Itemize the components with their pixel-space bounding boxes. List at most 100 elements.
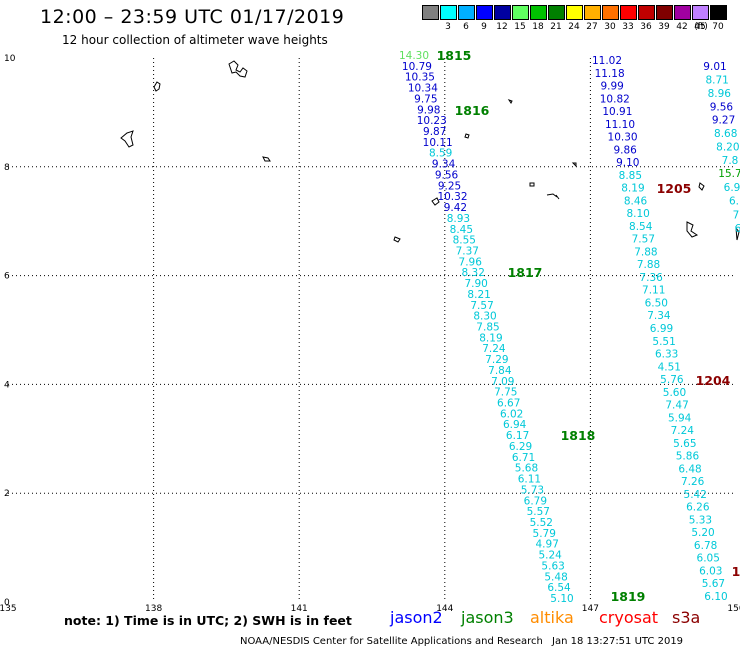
wave-height-value: 10.11 bbox=[423, 137, 453, 149]
wave-height-value: 10.23 bbox=[417, 115, 447, 127]
x-tick-label: 141 bbox=[291, 604, 308, 614]
legend-value: 39 bbox=[658, 22, 670, 32]
legend-value: 6 bbox=[463, 22, 469, 32]
pass-label: 1819 bbox=[611, 589, 646, 604]
wave-height-value: 7.85 bbox=[476, 322, 499, 334]
wave-height-value: 10.30 bbox=[608, 132, 638, 144]
wave-height-value: 9.27 bbox=[712, 115, 735, 127]
wave-height-value: 9.34 bbox=[432, 159, 456, 171]
satellite-name-jason2: jason2 bbox=[390, 608, 443, 627]
wave-height-value: 14.30 bbox=[399, 50, 429, 62]
wave-height-value: 5.65 bbox=[673, 438, 696, 450]
island-outline bbox=[120, 130, 134, 148]
pass-label: 1815 bbox=[437, 48, 472, 63]
wave-height-value: 6.05 bbox=[697, 553, 720, 565]
wave-height-value: 5.57 bbox=[527, 506, 550, 518]
wave-height-value: 7.24 bbox=[482, 343, 506, 355]
legend-value: 24 bbox=[568, 22, 580, 32]
legend-value: 42 bbox=[676, 22, 688, 32]
y-tick-label: 8 bbox=[4, 163, 10, 173]
wave-height-value: 6.94 bbox=[503, 419, 527, 431]
legend-swatch bbox=[566, 5, 583, 20]
island-outline bbox=[228, 60, 248, 78]
wave-height-value: 6.11 bbox=[518, 474, 541, 486]
legend-value: 18 bbox=[532, 22, 544, 32]
legend-swatch bbox=[530, 5, 547, 20]
wave-height-value: 5.20 bbox=[691, 527, 714, 539]
legend-swatch bbox=[710, 5, 727, 20]
satellite-name-jason3: jason3 bbox=[461, 608, 514, 627]
wave-height-value: 8.59 bbox=[429, 148, 452, 160]
legend-unit: (ft) bbox=[694, 22, 708, 32]
wave-height-value: 7.09 bbox=[491, 376, 514, 388]
wave-height-value: 7.47 bbox=[665, 400, 688, 412]
wave-height-value: 6.17 bbox=[506, 430, 529, 442]
wave-height-value: 8.19 bbox=[479, 332, 502, 344]
pass-label: 1205 bbox=[657, 181, 692, 196]
wave-height-value: 9.75 bbox=[414, 93, 437, 105]
wave-height-value: 8.68 bbox=[714, 128, 737, 140]
legend-swatch bbox=[656, 5, 673, 20]
legend-value: 12 bbox=[496, 22, 508, 32]
legend-swatch bbox=[674, 5, 691, 20]
wave-height-value: 7.88 bbox=[637, 259, 660, 271]
wave-height-value: 9.87 bbox=[423, 126, 446, 138]
wave-height-value: 7.24 bbox=[671, 425, 695, 437]
wave-height-value: 6.03 bbox=[699, 565, 722, 577]
wave-height-value: 10.35 bbox=[405, 72, 435, 84]
wave-height-value: 5.24 bbox=[538, 550, 562, 562]
legend-value: 70 bbox=[712, 22, 724, 32]
x-tick-label: 150 bbox=[727, 604, 740, 614]
wave-height-value: 11.02 bbox=[592, 55, 622, 67]
legend-swatch bbox=[584, 5, 601, 20]
wave-height-value: 9.10 bbox=[616, 157, 639, 169]
wave-height-value: 7.37 bbox=[456, 245, 479, 257]
wave-height-value: 7.11 bbox=[642, 285, 665, 297]
legend-swatch bbox=[620, 5, 637, 20]
island-outline bbox=[507, 99, 513, 104]
pass-label: 1204 bbox=[696, 373, 731, 388]
wave-height-value: 5.33 bbox=[689, 514, 712, 526]
wave-height-value: 7.88 bbox=[634, 246, 657, 258]
legend-swatch bbox=[440, 5, 457, 20]
wave-height-value: 15.7 bbox=[718, 168, 740, 180]
legend-swatch bbox=[512, 5, 529, 20]
wave-height-value: 8.30 bbox=[473, 311, 496, 323]
wave-height-value: 8.85 bbox=[619, 170, 642, 182]
wave-height-value: 9.42 bbox=[444, 202, 467, 214]
wave-height-value: 8.71 bbox=[705, 74, 728, 86]
wave-height-value: 6.10 bbox=[704, 591, 727, 603]
wave-height-value: 6.71 bbox=[512, 452, 535, 464]
y-tick-label: 0 bbox=[4, 598, 10, 608]
wave-height-value: 7 bbox=[733, 209, 740, 221]
wave-height-value: 5.76 bbox=[660, 374, 684, 386]
pass-label: 1817 bbox=[508, 265, 543, 280]
wave-height-value: 10.79 bbox=[402, 61, 432, 73]
wave-height-value: 5.63 bbox=[541, 560, 564, 572]
wave-height-value: 10.82 bbox=[600, 93, 630, 105]
wave-height-value: 5.10 bbox=[550, 593, 573, 605]
wave-height-value: 8.10 bbox=[626, 208, 649, 220]
wave-height-value: 7.75 bbox=[494, 387, 517, 399]
island-outline bbox=[571, 162, 577, 168]
satellite-name-cryosat: cryosat bbox=[599, 608, 659, 627]
wave-height-value: 9.56 bbox=[435, 169, 459, 181]
wave-height-value: 5.73 bbox=[521, 484, 544, 496]
wave-height-value: 10.34 bbox=[408, 83, 438, 95]
legend-value: 21 bbox=[550, 22, 562, 32]
x-tick-label: 144 bbox=[436, 604, 453, 614]
wave-height-value: 8.20 bbox=[716, 142, 739, 154]
wave-height-value: 4.51 bbox=[658, 361, 681, 373]
wave-height-value: 8.96 bbox=[708, 88, 732, 100]
island-outline bbox=[262, 156, 271, 162]
wave-height-value: 5.48 bbox=[544, 571, 567, 583]
wave-height-value: 7.57 bbox=[632, 234, 655, 246]
x-tick-label: 135 bbox=[0, 604, 17, 614]
note-text: note: 1) Time is in UTC; 2) SWH is in fe… bbox=[64, 613, 352, 628]
wave-height-value: 5.67 bbox=[702, 578, 725, 590]
wave-height-value: 7.8 bbox=[722, 155, 739, 167]
wave-height-value: 9.98 bbox=[417, 104, 440, 116]
legend-value: 15 bbox=[514, 22, 526, 32]
legend-swatch bbox=[638, 5, 655, 20]
wave-height-value: 6.02 bbox=[500, 408, 523, 420]
